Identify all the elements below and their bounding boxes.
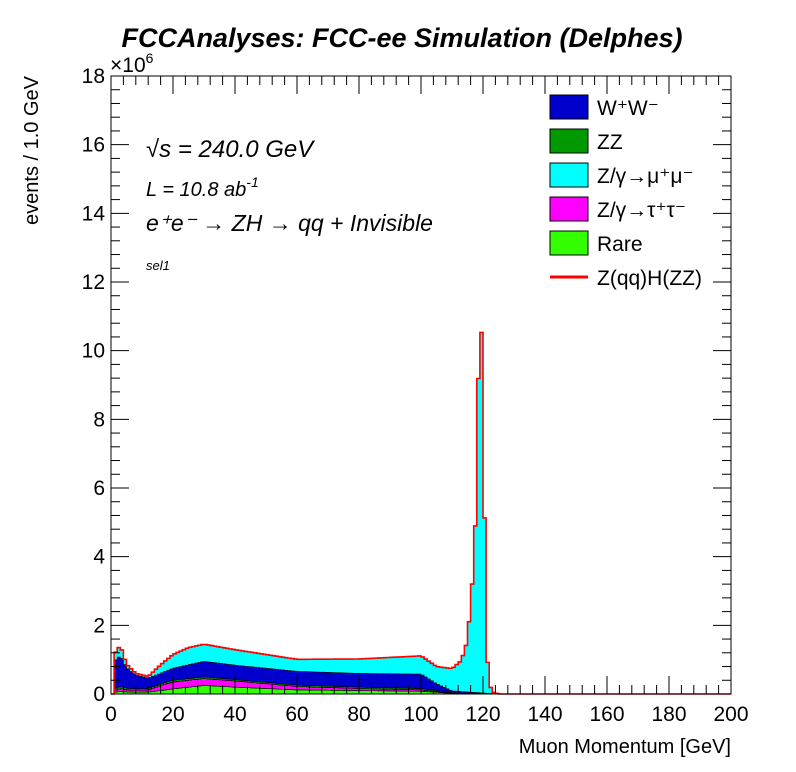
- x-tick-label: 160: [589, 703, 624, 726]
- series-line-0: [111, 331, 731, 695]
- x-tick-label: 80: [347, 703, 370, 726]
- x-tick-label: 120: [465, 703, 500, 726]
- stack-layer: [111, 332, 731, 695]
- chart-title: FCCAnalyses: FCC-ee Simulation (Delphes): [121, 23, 682, 53]
- x-tick-label: 0: [105, 703, 117, 726]
- x-tick-label: 40: [223, 703, 246, 726]
- y-tick-label: 2: [93, 614, 105, 637]
- y-axis-label: events / 1.0 GeV: [21, 75, 43, 225]
- y-tick-label: 16: [82, 134, 105, 157]
- annotation-process: e⁺e⁻ → ZH → qq + Invisible: [146, 210, 433, 236]
- y-exponent: ×106: [110, 50, 154, 77]
- legend-label: ZZ: [597, 131, 623, 154]
- legend: W⁺W⁻ ZZ Z/γ→μ⁺μ⁻ Z/γ→τ⁺τ⁻ Rare Z(qq)H(ZZ): [549, 94, 702, 290]
- annotation-selection: sel1: [146, 258, 170, 273]
- legend-label: Rare: [597, 233, 643, 256]
- y-tick-label: 12: [82, 271, 105, 294]
- y-exponent-power: 6: [146, 50, 154, 66]
- legend-swatch: [549, 162, 589, 188]
- legend-swatch: [549, 94, 589, 120]
- x-tick-label: 180: [651, 703, 686, 726]
- y-axis: 0 2 4 6 8 10 12 14 16 18: [82, 65, 731, 706]
- annotation-lumi: L = 10.8 ab-1: [146, 174, 259, 201]
- legend-label: W⁺W⁻: [597, 97, 659, 120]
- marks-layer: [111, 331, 731, 695]
- x-tick-label: 20: [161, 703, 184, 726]
- annotation-sqrt-s: √s = 240.0 GeV: [146, 136, 315, 163]
- y-tick-label: 8: [93, 408, 105, 431]
- legend-label: Z/γ→τ⁺τ⁻: [597, 199, 686, 222]
- y-tick-label: 4: [93, 546, 105, 569]
- y-tick-label: 6: [93, 477, 105, 500]
- y-tick-label: 18: [82, 65, 105, 88]
- y-tick-label: 14: [82, 202, 106, 225]
- annotation-lumi-text: L = 10.8 ab: [146, 179, 246, 201]
- annotation-lumi-exp: -1: [246, 174, 258, 190]
- legend-label: Z/γ→μ⁺μ⁻: [597, 165, 694, 188]
- x-axis: 0 20 40 60 80 100 120 140 160 180 200: [105, 76, 749, 726]
- x-tick-label: 60: [285, 703, 308, 726]
- x-tick-label: 200: [713, 703, 748, 726]
- y-tick-label: 0: [93, 683, 105, 706]
- x-tick-label: 100: [403, 703, 438, 726]
- x-tick-label: 140: [527, 703, 562, 726]
- legend-swatch: [549, 128, 589, 154]
- y-exponent-base: ×10: [110, 54, 146, 77]
- x-axis-label: Muon Momentum [GeV]: [519, 736, 731, 758]
- legend-label: Z(qq)H(ZZ): [597, 267, 702, 290]
- series-area-4: [111, 332, 731, 695]
- y-tick-label: 10: [82, 340, 105, 363]
- legend-swatch: [549, 230, 589, 256]
- legend-swatch: [549, 196, 589, 222]
